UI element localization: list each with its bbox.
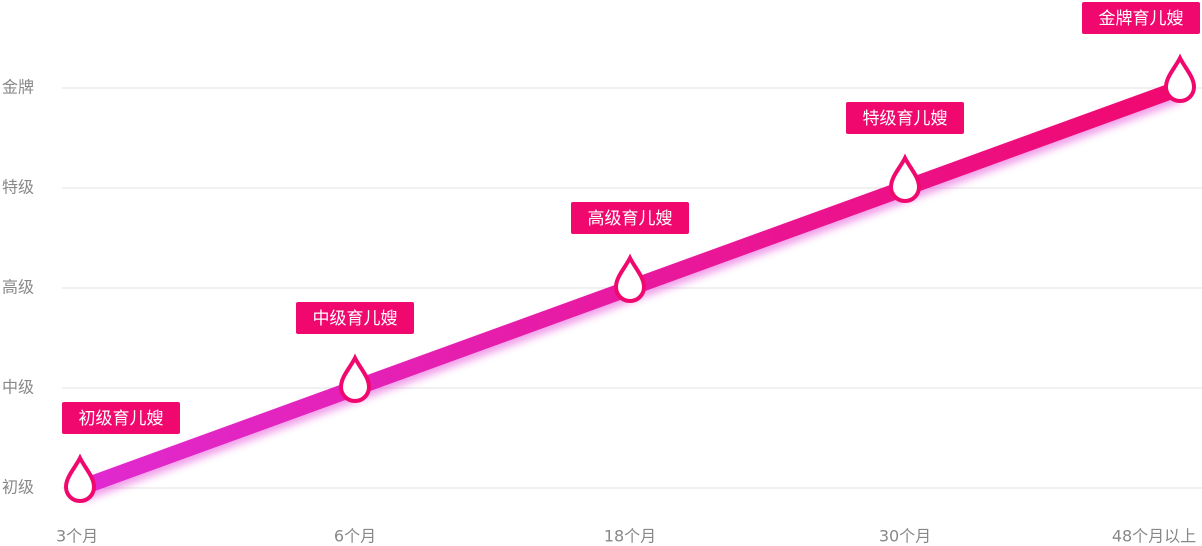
data-label: 高级育儿嫂 xyxy=(588,209,673,229)
label-box xyxy=(62,402,180,434)
y-tick-label: 初级 xyxy=(2,478,34,497)
y-tick-label: 特级 xyxy=(2,178,34,197)
x-tick-label: 48个月以上 xyxy=(1112,527,1196,546)
point-marker xyxy=(613,253,647,303)
data-label: 特级育儿嫂 xyxy=(863,109,948,129)
x-tick-label: 3个月 xyxy=(56,527,98,546)
x-tick-label: 30个月 xyxy=(879,527,931,546)
point-marker xyxy=(888,153,922,203)
point-marker xyxy=(63,453,97,503)
data-label: 初级育儿嫂 xyxy=(79,409,164,429)
label-box xyxy=(846,102,964,134)
y-tick-label: 高级 xyxy=(2,278,34,297)
label-box xyxy=(296,302,414,334)
x-tick-label: 18个月 xyxy=(604,527,656,546)
data-label: 金牌育儿嫂 xyxy=(1099,9,1184,29)
data-label: 中级育儿嫂 xyxy=(313,309,398,329)
point-marker xyxy=(338,353,372,403)
x-tick-label: 6个月 xyxy=(334,527,376,546)
y-tick-label: 金牌 xyxy=(2,78,34,97)
y-tick-label: 中级 xyxy=(2,378,34,397)
label-box xyxy=(1082,2,1200,34)
point-marker xyxy=(1163,53,1197,103)
label-box xyxy=(571,202,689,234)
